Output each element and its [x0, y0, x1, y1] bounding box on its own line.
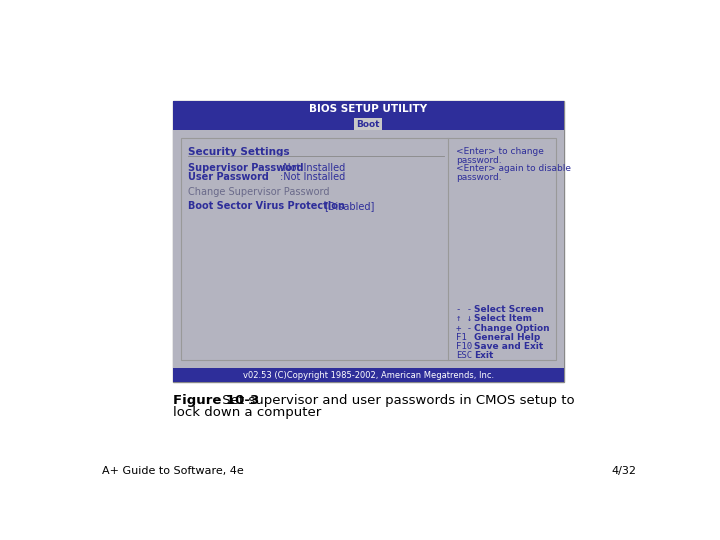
Bar: [173, 130, 564, 368]
Bar: [173, 101, 564, 382]
Text: BIOS SETUP UTILITY: BIOS SETUP UTILITY: [309, 104, 427, 114]
Text: Set supervisor and user passwords in CMOS setup to: Set supervisor and user passwords in CMO…: [218, 394, 575, 407]
Text: 4/32: 4/32: [611, 467, 636, 476]
Text: Select Item: Select Item: [474, 314, 532, 323]
Bar: [354, 118, 382, 130]
Text: F1: F1: [456, 333, 467, 342]
Text: [Disabled]: [Disabled]: [324, 201, 374, 211]
Text: <Enter> to change: <Enter> to change: [456, 147, 544, 156]
Text: Supervisor Password: Supervisor Password: [189, 163, 304, 173]
Text: :Not Installed: :Not Installed: [280, 172, 345, 182]
Text: General Help: General Help: [474, 333, 541, 342]
Text: <Enter> again to disable: <Enter> again to disable: [456, 164, 571, 173]
Text: + -: + -: [456, 323, 472, 333]
Text: password.: password.: [456, 173, 501, 181]
Text: v02.53 (C)Copyright 1985-2002, American Megatrends, Inc.: v02.53 (C)Copyright 1985-2002, American …: [243, 370, 494, 380]
Text: User Password: User Password: [189, 172, 269, 182]
Text: Figure 10-3: Figure 10-3: [173, 394, 259, 407]
Text: - -: - -: [456, 305, 472, 314]
Text: Change Supervisor Password: Change Supervisor Password: [189, 187, 330, 197]
Text: Boot: Boot: [356, 119, 380, 129]
Bar: [173, 101, 564, 118]
Text: Change Option: Change Option: [474, 323, 550, 333]
Text: F10: F10: [456, 342, 472, 351]
Text: Security Settings: Security Settings: [189, 147, 290, 157]
Text: Save and Exit: Save and Exit: [474, 342, 544, 351]
Text: ESC: ESC: [456, 351, 472, 360]
Text: lock down a computer: lock down a computer: [173, 406, 321, 419]
Text: Select Screen: Select Screen: [474, 305, 544, 314]
Text: Boot Sector Virus Protection: Boot Sector Virus Protection: [189, 201, 346, 211]
Text: password.: password.: [456, 156, 501, 165]
Bar: [173, 118, 564, 130]
Text: A+ Guide to Software, 4e: A+ Guide to Software, 4e: [102, 467, 243, 476]
Bar: [173, 368, 564, 382]
Text: :Not Installed: :Not Installed: [280, 163, 345, 173]
Bar: [181, 138, 556, 361]
Text: ↑ ↓: ↑ ↓: [456, 314, 472, 323]
Text: Exit: Exit: [474, 351, 494, 360]
